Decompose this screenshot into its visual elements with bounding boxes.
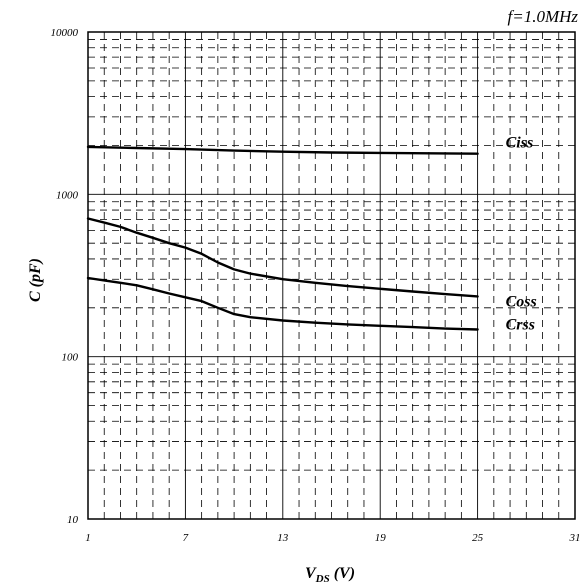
frequency-annotation: f=1.0MHz — [508, 7, 579, 26]
y-tick-label: 100 — [62, 352, 79, 364]
x-axis-label-main: V — [305, 565, 317, 582]
y-tick-label: 10 — [67, 514, 79, 526]
y-axis-label: C (pF) — [27, 258, 44, 302]
series-line-ciss — [86, 145, 479, 155]
plot-frame — [87, 31, 576, 520]
x-axis-label-unit: (V) — [334, 565, 355, 582]
series-label-coss: Coss — [506, 293, 537, 310]
minor-grid — [88, 32, 575, 519]
x-tick-label: 1 — [85, 532, 91, 544]
x-tick-label: 7 — [183, 532, 189, 544]
tick-layer: 1 7 13 19 25 31 10000 1000 100 10 — [51, 27, 581, 544]
x-tick-label: 13 — [277, 532, 289, 544]
series-line-crss — [86, 276, 479, 331]
label-layer: Ciss Coss Crss — [506, 135, 537, 334]
y-tick-label: 1000 — [56, 189, 79, 201]
major-grid — [88, 32, 575, 519]
y-tick-label: 10000 — [51, 27, 79, 39]
series-layer — [86, 145, 479, 331]
series-label-ciss: Ciss — [506, 135, 534, 152]
x-axis-label: VDS (V) — [305, 565, 355, 585]
series-label-crss: Crss — [506, 317, 535, 334]
x-tick-label: 19 — [375, 532, 387, 544]
series-line-coss — [86, 217, 479, 298]
x-axis-label-subscript: DS — [315, 573, 330, 585]
x-tick-label: 31 — [569, 532, 581, 544]
x-tick-label: 25 — [472, 532, 484, 544]
